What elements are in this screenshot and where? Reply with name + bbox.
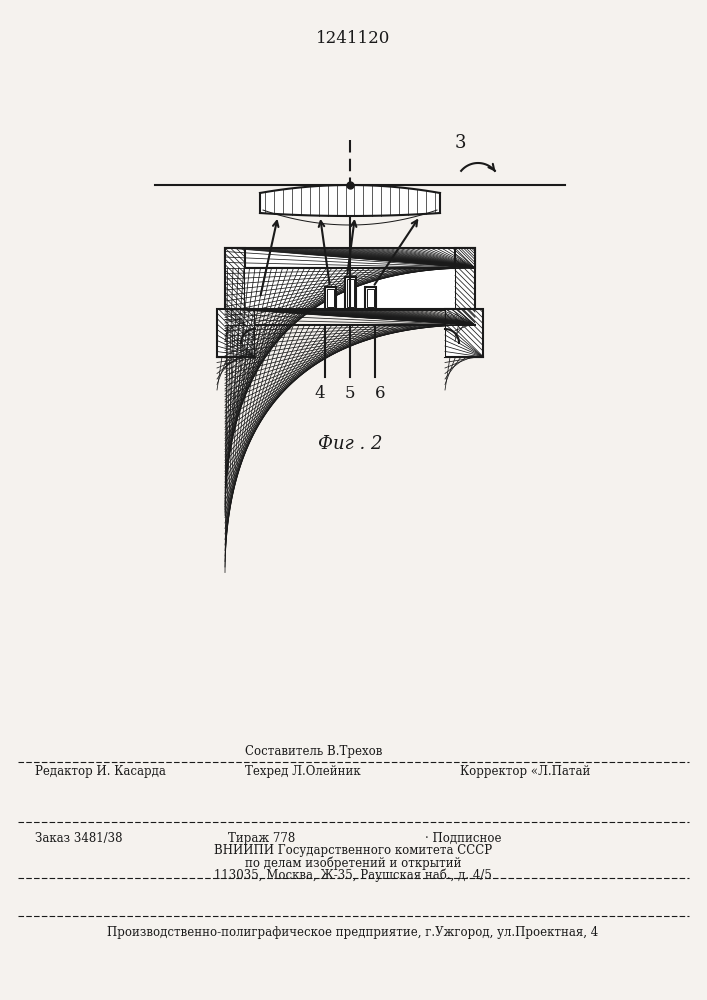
Text: · Подписное: · Подписное xyxy=(425,832,501,845)
Bar xyxy=(225,309,475,325)
Bar xyxy=(327,289,334,307)
Text: Фиг . 2: Фиг . 2 xyxy=(317,435,382,453)
Bar xyxy=(455,248,475,325)
Bar xyxy=(345,277,356,309)
Text: Техред Л.Олейник: Техред Л.Олейник xyxy=(245,765,361,778)
Bar xyxy=(217,309,255,357)
Text: 1241120: 1241120 xyxy=(316,30,390,47)
Text: Редактор И. Касарда: Редактор И. Касарда xyxy=(35,765,166,778)
Text: 6: 6 xyxy=(375,385,385,402)
Text: Корректор «Л.Патай: Корректор «Л.Патай xyxy=(460,765,590,778)
Text: Заказ 3481/38: Заказ 3481/38 xyxy=(35,832,122,845)
Text: 4: 4 xyxy=(315,385,325,402)
Text: Тираж 778: Тираж 778 xyxy=(228,832,296,845)
Bar xyxy=(225,248,475,268)
Bar xyxy=(325,287,336,309)
Text: ВНИИПИ Государственного комитета СССР: ВНИИПИ Государственного комитета СССР xyxy=(214,844,492,857)
Text: 5: 5 xyxy=(345,385,355,402)
Bar xyxy=(445,309,483,357)
Bar xyxy=(245,268,455,309)
Bar xyxy=(347,279,354,307)
Text: Производственно-полиграфическое предприятие, г.Ужгород, ул.Проектная, 4: Производственно-полиграфическое предприя… xyxy=(107,926,599,939)
Text: 113035, Москва, Ж-35, Раушская наб., д. 4/5: 113035, Москва, Ж-35, Раушская наб., д. … xyxy=(214,868,492,882)
Bar xyxy=(365,287,376,309)
Text: Составитель В.Трехов: Составитель В.Трехов xyxy=(245,745,382,758)
Text: по делам изобретений и открытий: по делам изобретений и открытий xyxy=(245,856,461,869)
Bar xyxy=(225,248,245,325)
Text: 3: 3 xyxy=(455,134,467,152)
Bar xyxy=(367,289,374,307)
Polygon shape xyxy=(260,185,440,216)
Bar xyxy=(255,309,445,357)
